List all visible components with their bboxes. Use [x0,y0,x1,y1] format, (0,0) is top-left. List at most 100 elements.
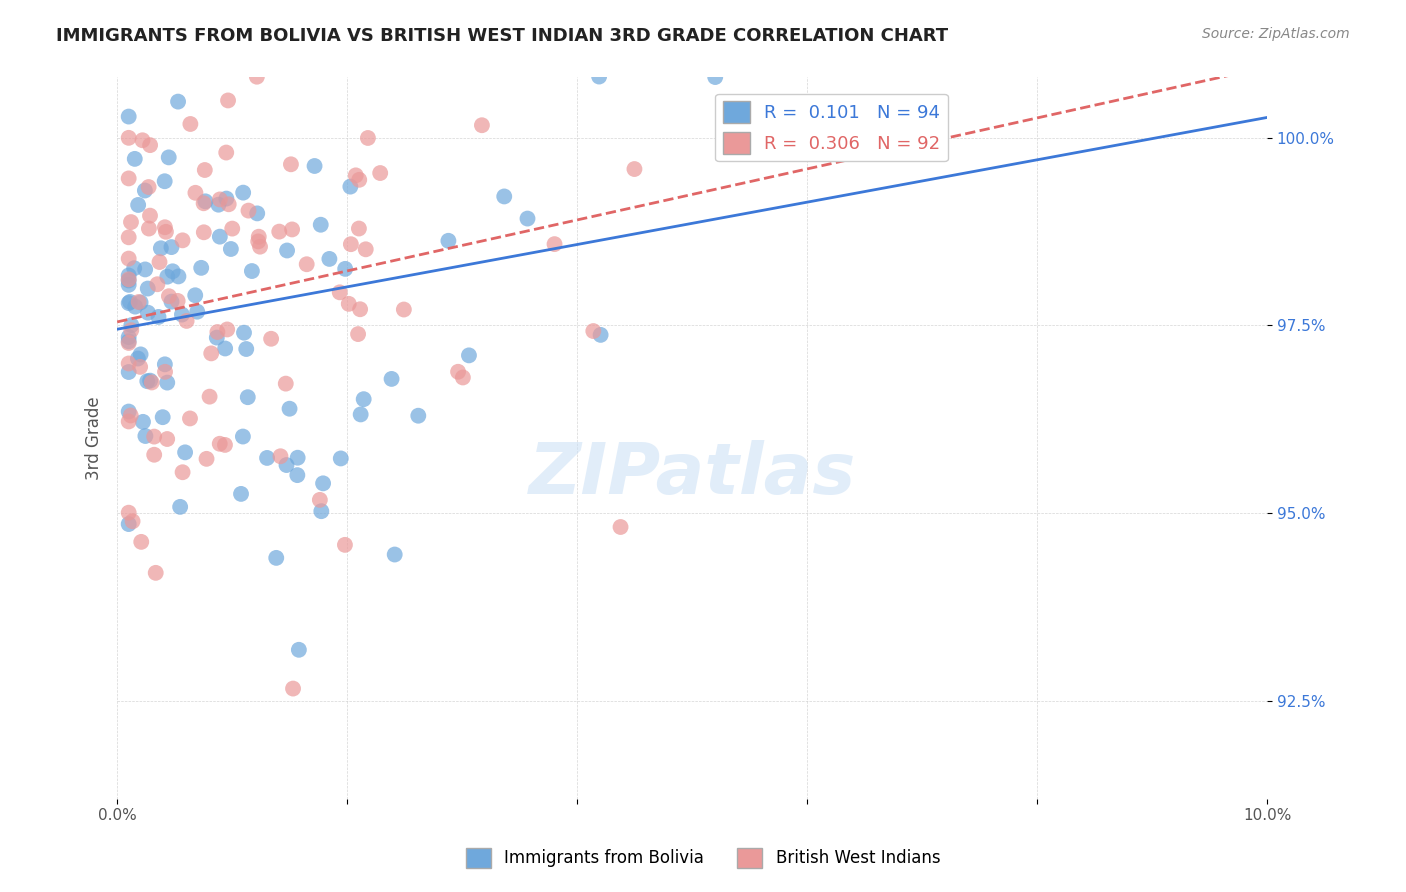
Point [288,642,311,657]
Text: ZIPatlas: ZIPatlas [529,440,856,508]
Point [172,233,194,247]
Point [516,211,538,226]
Point [269,449,291,463]
Point [194,194,217,209]
Point [274,376,297,391]
Point [134,262,156,277]
Point [124,300,146,314]
Point [471,46,494,61]
Point [169,500,191,514]
Point [207,197,229,211]
Point [337,297,360,311]
Point [193,196,215,211]
Point [240,264,263,278]
Point [349,302,371,317]
Point [134,184,156,198]
Point [238,203,260,218]
Point [134,429,156,443]
Point [141,376,163,390]
Point [118,506,141,520]
Point [149,241,172,255]
Point [249,240,271,254]
Point [208,229,231,244]
Point [200,346,222,360]
Point [205,330,228,344]
Point [179,411,201,425]
Legend: R =  0.101   N = 94, R =  0.306   N = 92: R = 0.101 N = 94, R = 0.306 N = 92 [716,94,948,161]
Point [522,54,544,69]
Point [139,209,162,223]
Point [543,237,565,252]
Point [118,273,141,287]
Point [312,476,335,491]
Point [609,520,631,534]
Point [260,332,283,346]
Point [162,264,184,278]
Point [247,235,270,249]
Point [217,94,239,108]
Point [232,186,254,200]
Point [156,376,179,390]
Point [184,288,207,302]
Point [153,365,176,379]
Point [139,374,162,388]
Point [751,49,773,63]
Point [347,173,370,187]
Point [118,110,141,124]
Point [214,342,236,356]
Point [329,451,352,466]
Point [408,409,430,423]
Point [246,70,269,84]
Point [176,314,198,328]
Point [132,415,155,429]
Point [269,225,291,239]
Point [186,304,208,318]
Point [247,229,270,244]
Point [157,53,180,67]
Point [160,240,183,254]
Point [139,138,162,153]
Point [118,294,141,309]
Point [215,145,238,160]
Point [492,30,515,45]
Point [124,152,146,166]
Point [152,410,174,425]
Point [145,566,167,580]
Point [246,206,269,220]
Point [153,220,176,235]
Text: Source: ZipAtlas.com: Source: ZipAtlas.com [1202,27,1350,41]
Point [167,95,190,109]
Point [451,370,474,384]
Point [309,218,332,232]
Point [120,323,142,337]
Point [347,327,370,342]
Text: IMMIGRANTS FROM BOLIVIA VS BRITISH WEST INDIAN 3RD GRADE CORRELATION CHART: IMMIGRANTS FROM BOLIVIA VS BRITISH WEST … [56,27,949,45]
Point [148,255,170,269]
Point [195,451,218,466]
Point [127,351,149,366]
Point [118,335,141,350]
Point [118,517,141,532]
Point [295,257,318,271]
Point [194,163,217,178]
Point [153,174,176,188]
Point [129,295,152,310]
Point [281,222,304,236]
Point [179,117,201,131]
Point [278,401,301,416]
Point [437,234,460,248]
Point [198,390,221,404]
Point [281,681,304,696]
Point [280,157,302,171]
Point [118,252,141,266]
Point [589,327,612,342]
Point [215,192,238,206]
Point [118,268,141,283]
Point [118,131,141,145]
Point [588,70,610,84]
Point [264,550,287,565]
Point [120,409,142,423]
Point [136,281,159,295]
Point [354,242,377,256]
Point [121,514,143,528]
